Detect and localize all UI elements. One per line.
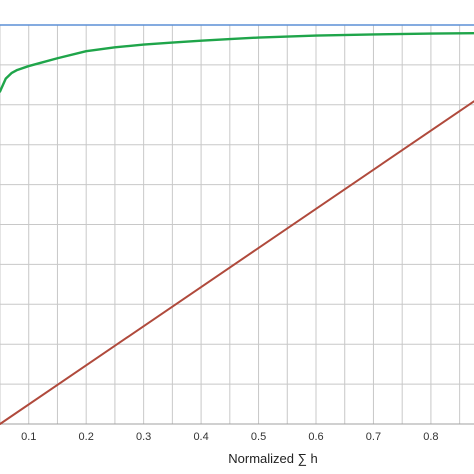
x-tick-labels: 0.1 0.2 0.3 0.4 0.5 0.6 0.7 0.8 — [21, 431, 438, 443]
series-line-2 — [0, 100, 474, 425]
x-tick-label: 0.3 — [136, 431, 151, 443]
x-tick-label: 0.5 — [251, 431, 266, 443]
x-axis-label: Normalized ∑ h — [228, 451, 317, 466]
x-tick-label: 0.4 — [193, 431, 208, 443]
series-line-1 — [0, 32, 474, 93]
x-tick-label: 0.7 — [366, 431, 381, 443]
x-tick-label: 0.8 — [423, 431, 438, 443]
series-lines — [0, 32, 474, 425]
x-tick-label: 0.2 — [79, 431, 94, 443]
x-tick-label: 0.1 — [21, 431, 36, 443]
grid — [0, 24, 474, 425]
x-tick-label: 0.6 — [308, 431, 323, 443]
